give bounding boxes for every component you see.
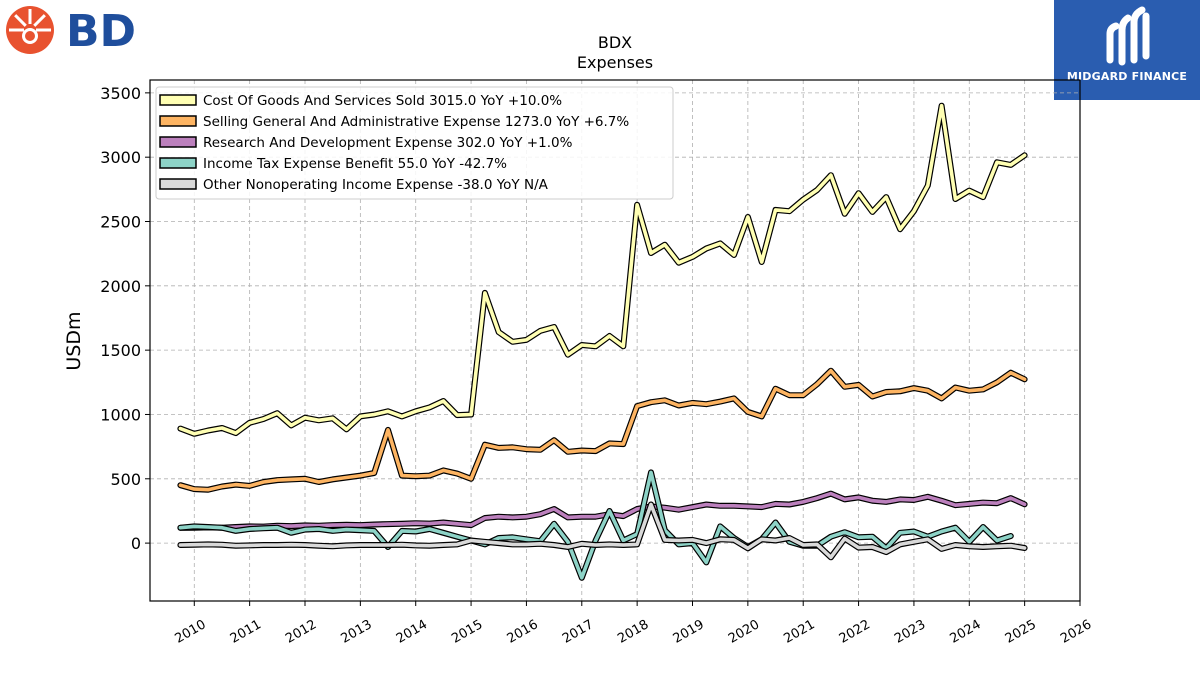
x-tick-label: 2016 <box>505 617 541 647</box>
series-stroke <box>178 368 1027 492</box>
x-tick-label: 2011 <box>228 617 264 647</box>
legend-swatch <box>159 94 197 106</box>
y-tick-label: 0 <box>131 534 141 553</box>
legend-entry: Selling General And Administrative Expen… <box>159 114 629 130</box>
legend: Cost Of Goods And Services Sold 3015.0 Y… <box>155 86 674 200</box>
legend-label: Income Tax Expense Benefit 55.0 YoY -42.… <box>203 156 507 172</box>
y-tick-label: 2500 <box>100 213 141 232</box>
y-tick-label: 3000 <box>100 148 141 167</box>
y-tick-label: 1000 <box>100 405 141 424</box>
legend-swatch <box>159 115 197 127</box>
bd-logo: BD <box>6 6 136 56</box>
x-tick-label: 2014 <box>394 617 430 647</box>
plot-frame <box>149 79 1081 602</box>
series-line-5 <box>177 501 1028 561</box>
y-tick-label: 1500 <box>100 341 141 360</box>
series-stroke <box>178 103 1027 436</box>
chart-subtitle: Expenses <box>577 53 653 72</box>
x-tick-label: 2024 <box>947 617 983 647</box>
y-axis-label: USDm <box>63 311 85 370</box>
series-line-1 <box>177 102 1028 437</box>
x-tick-label: 2015 <box>449 617 485 647</box>
midgard-finance-logo-text: MIDGARD FINANCE <box>1066 70 1188 83</box>
x-tick-label: 2025 <box>1003 617 1039 647</box>
series-line-2 <box>177 367 1028 493</box>
x-tick-label: 2022 <box>837 617 873 647</box>
legend-entry: Income Tax Expense Benefit 55.0 YoY -42.… <box>159 156 507 172</box>
series-line-3 <box>177 490 1028 531</box>
bd-logo-text: BD <box>66 6 136 56</box>
bd-burst-icon <box>6 6 54 54</box>
x-tick-label: 2019 <box>671 617 707 647</box>
x-tick-label: 2026 <box>1058 617 1094 647</box>
legend-label: Selling General And Administrative Expen… <box>203 114 629 130</box>
series-outline <box>177 367 1028 493</box>
x-tick-label: 2018 <box>615 617 651 647</box>
chart-title: BDX <box>598 33 632 52</box>
x-tick-label: 2017 <box>560 617 596 647</box>
legend-entry: Cost Of Goods And Services Sold 3015.0 Y… <box>159 93 562 109</box>
x-tick-label: 2020 <box>726 617 762 647</box>
legend-swatch <box>159 157 197 169</box>
series-stroke <box>178 470 1013 580</box>
series-lines <box>177 102 1028 581</box>
y-tick-label: 500 <box>110 470 141 489</box>
legend-box <box>155 86 674 200</box>
legend-label: Other Nonoperating Income Expense -38.0 … <box>203 177 549 193</box>
legend-swatch <box>159 178 197 190</box>
x-tick-label: 2021 <box>781 617 817 647</box>
legend-label: Cost Of Goods And Services Sold 3015.0 Y… <box>203 93 562 109</box>
midgard-mark-icon <box>1106 6 1150 66</box>
series-line-4 <box>177 469 1014 581</box>
series-stroke <box>178 502 1027 560</box>
legend-swatch <box>159 136 197 148</box>
x-tick-label: 2012 <box>283 617 319 647</box>
x-tick-label: 2023 <box>892 617 928 647</box>
y-tick-label: 2000 <box>100 277 141 296</box>
series-stroke <box>178 491 1027 530</box>
x-tick-label: 2013 <box>339 617 375 647</box>
y-tick-label: 3500 <box>100 84 141 103</box>
legend-label: Research And Development Expense 302.0 Y… <box>203 135 573 151</box>
midgard-finance-logo: MIDGARD FINANCE <box>1054 0 1200 100</box>
legend-entry: Research And Development Expense 302.0 Y… <box>159 135 573 151</box>
legend-entry: Other Nonoperating Income Expense -38.0 … <box>159 177 549 193</box>
x-tick-label: 2010 <box>172 617 208 647</box>
